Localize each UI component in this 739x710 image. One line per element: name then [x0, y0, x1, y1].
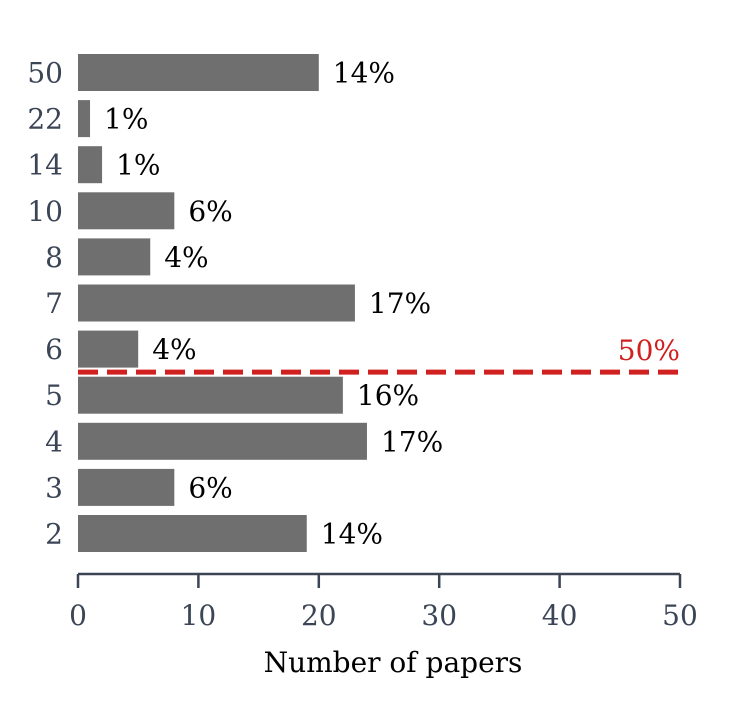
- data-label-2: 14%: [321, 518, 383, 551]
- data-label-14: 1%: [116, 149, 160, 182]
- data-label-4: 17%: [381, 425, 443, 458]
- category-label-10: 10: [27, 195, 63, 228]
- category-labels: 50 22 14 10 8 7 6 5 4 3 2: [27, 57, 63, 551]
- bar-10: [78, 192, 175, 230]
- bar-22: [78, 100, 91, 138]
- category-label-7: 7: [45, 287, 63, 320]
- data-label-22: 1%: [104, 103, 148, 136]
- data-label-6: 4%: [152, 333, 196, 366]
- bars-group: [78, 54, 367, 552]
- data-label-8: 4%: [164, 241, 208, 274]
- data-label-10: 6%: [188, 195, 232, 228]
- bar-4: [78, 422, 367, 460]
- bar-14: [78, 146, 103, 184]
- data-label-7: 17%: [369, 287, 431, 320]
- reference-line-group: 50%: [78, 334, 680, 375]
- bar-8: [78, 238, 151, 276]
- data-label-5: 16%: [357, 379, 419, 412]
- bar-6: [78, 330, 139, 368]
- data-labels: 14% 1% 1% 6% 4% 17% 4% 16% 17% 6% 14%: [104, 57, 443, 551]
- category-label-14: 14: [27, 149, 63, 182]
- data-label-50: 14%: [333, 57, 395, 90]
- bar-5: [78, 376, 343, 414]
- category-label-22: 22: [27, 103, 63, 136]
- category-label-3: 3: [45, 471, 63, 504]
- x-tick-label-0: 0: [69, 599, 87, 632]
- category-label-5: 5: [45, 379, 63, 412]
- category-label-8: 8: [45, 241, 63, 274]
- reference-line-label: 50%: [618, 334, 680, 367]
- data-label-3: 6%: [188, 471, 232, 504]
- category-label-4: 4: [45, 425, 63, 458]
- category-label-50: 50: [27, 57, 63, 90]
- bar-50: [78, 54, 319, 91]
- bar-7: [78, 284, 355, 322]
- x-tick-label-20: 20: [301, 599, 337, 632]
- x-tick-label-10: 10: [181, 599, 217, 632]
- bar-3: [78, 468, 175, 506]
- x-tick-label-50: 50: [662, 599, 698, 632]
- category-label-6: 6: [45, 333, 63, 366]
- x-axis-title: Number of papers: [264, 646, 523, 679]
- x-tick-label-40: 40: [542, 599, 578, 632]
- bar-2: [78, 515, 307, 552]
- x-axis: 0 10 20 30 40 50: [69, 572, 698, 632]
- x-tick-label-30: 30: [421, 599, 457, 632]
- category-label-2: 2: [45, 518, 63, 551]
